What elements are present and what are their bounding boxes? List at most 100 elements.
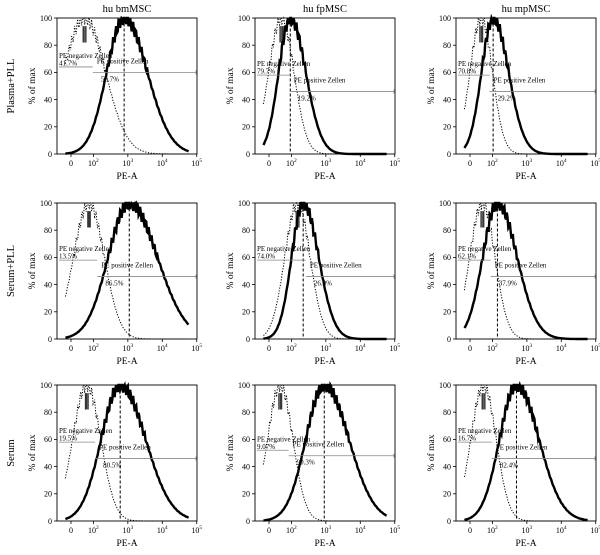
x-tick-exponent: 4 bbox=[165, 343, 168, 349]
y-tick-label: 40 bbox=[242, 95, 250, 104]
negative-percentage: 62.1% bbox=[458, 253, 476, 261]
sample-curve bbox=[65, 200, 190, 339]
negative-control-curve bbox=[463, 16, 588, 155]
negative-percentage: 74.0% bbox=[257, 253, 275, 261]
y-tick-label: 80 bbox=[44, 226, 52, 235]
positive-percentage: 19.2% bbox=[298, 94, 316, 102]
x-tick-base: 0 bbox=[267, 526, 271, 535]
x-tick-exponent: 4 bbox=[363, 525, 366, 531]
positive-percentage: 29.2% bbox=[498, 94, 516, 102]
y-tick-label: 20 bbox=[44, 490, 52, 499]
y-tick-label: 40 bbox=[443, 462, 451, 471]
positive-percentage: 80.5% bbox=[103, 461, 121, 469]
y-tick-label: 80 bbox=[44, 408, 52, 417]
y-tick-label: 60 bbox=[44, 253, 52, 262]
y-tick-label: 0 bbox=[447, 517, 451, 526]
negative-control-curve bbox=[262, 383, 387, 522]
x-tick-exponent: 2 bbox=[294, 343, 297, 349]
x-axis-label: PE-A bbox=[515, 539, 536, 549]
y-tick-label: 60 bbox=[44, 435, 52, 444]
negative-gate-label: PE negative Zellen bbox=[458, 245, 512, 253]
positive-gate-label: PE positive Zellen bbox=[101, 261, 153, 269]
x-tick-label: 104 bbox=[355, 158, 366, 168]
x-tick-label: 103 bbox=[122, 158, 133, 168]
y-tick-label: 40 bbox=[44, 95, 52, 104]
x-tick-base: 10 bbox=[521, 526, 529, 535]
x-tick-label: 105 bbox=[389, 158, 400, 168]
y-tick-label: 20 bbox=[443, 123, 451, 132]
x-tick-base: 10 bbox=[590, 159, 598, 168]
x-tick-label: 104 bbox=[157, 525, 168, 535]
x-tick-base: 10 bbox=[157, 526, 165, 535]
plot-frame bbox=[455, 17, 597, 155]
plot-frame bbox=[455, 384, 597, 522]
negative-gate-label: PE negative Zellen bbox=[257, 245, 311, 253]
negative-percentage: 13.5% bbox=[59, 253, 77, 261]
y-tick-label: 60 bbox=[242, 253, 250, 262]
y-tick-label: 0 bbox=[447, 335, 451, 344]
column-title: hu bmMSC bbox=[103, 4, 152, 15]
x-tick-exponent: 5 bbox=[598, 525, 600, 531]
x-tick-base: 10 bbox=[487, 159, 495, 168]
y-tick-label: 20 bbox=[242, 490, 250, 499]
x-tick-exponent: 5 bbox=[199, 343, 202, 349]
y-tick-label: 100 bbox=[439, 199, 451, 208]
negative-control-curve bbox=[263, 201, 387, 340]
x-tick-exponent: 5 bbox=[199, 525, 202, 531]
y-tick-label: 20 bbox=[242, 308, 250, 317]
y-tick-label: 0 bbox=[48, 335, 52, 344]
positive-gate-label: PE positive Zellen bbox=[310, 261, 362, 269]
x-tick-base: 10 bbox=[88, 526, 96, 535]
sample-curve bbox=[65, 15, 190, 155]
y-tick-label: 80 bbox=[443, 41, 451, 50]
positive-percentage: 86.5% bbox=[105, 279, 123, 287]
y-axis-label: % of max bbox=[225, 67, 236, 104]
x-tick-base: 10 bbox=[556, 159, 564, 168]
y-tick-label: 100 bbox=[238, 14, 250, 23]
y-tick-label: 100 bbox=[439, 381, 451, 390]
x-tick-label: 102 bbox=[88, 343, 99, 353]
x-tick-label: 105 bbox=[590, 158, 600, 168]
x-tick-exponent: 5 bbox=[397, 525, 400, 531]
x-tick-exponent: 2 bbox=[294, 525, 297, 531]
y-tick-label: 60 bbox=[443, 253, 451, 262]
x-tick-label: 102 bbox=[487, 525, 498, 535]
positive-gate-label: PE positive Zellen bbox=[294, 76, 346, 84]
x-tick-base: 10 bbox=[286, 526, 294, 535]
y-axis-label: % of max bbox=[27, 67, 38, 104]
y-axis-label: % of max bbox=[27, 252, 38, 289]
sample-curve bbox=[263, 380, 388, 522]
row-title: Plasma+PLL bbox=[6, 59, 17, 114]
y-tick-label: 60 bbox=[44, 68, 52, 77]
y-tick-label: 80 bbox=[443, 408, 451, 417]
y-tick-label: 80 bbox=[443, 226, 451, 235]
x-tick-base: 10 bbox=[556, 344, 564, 353]
x-tick-base: 10 bbox=[389, 159, 397, 168]
x-tick-exponent: 4 bbox=[165, 158, 168, 164]
x-axis-label: PE-A bbox=[116, 357, 137, 367]
y-tick-label: 80 bbox=[44, 41, 52, 50]
x-tick-base: 10 bbox=[521, 159, 529, 168]
x-tick-base: 10 bbox=[88, 344, 96, 353]
x-tick-base: 10 bbox=[122, 344, 130, 353]
y-tick-label: 20 bbox=[44, 308, 52, 317]
x-tick-base: 0 bbox=[468, 344, 472, 353]
positive-percentage: 26.0% bbox=[314, 279, 332, 287]
x-tick-label: 105 bbox=[590, 343, 600, 353]
x-tick-exponent: 2 bbox=[294, 158, 297, 164]
y-tick-label: 20 bbox=[443, 308, 451, 317]
x-tick-base: 0 bbox=[69, 159, 73, 168]
x-tick-base: 10 bbox=[320, 526, 328, 535]
x-tick-label: 104 bbox=[157, 343, 168, 353]
y-axis-label: % of max bbox=[426, 67, 437, 104]
positive-gate-label: PE positive Zellen bbox=[99, 443, 151, 451]
x-tick-base: 10 bbox=[157, 344, 165, 353]
x-tick-label: 0 bbox=[267, 344, 271, 353]
